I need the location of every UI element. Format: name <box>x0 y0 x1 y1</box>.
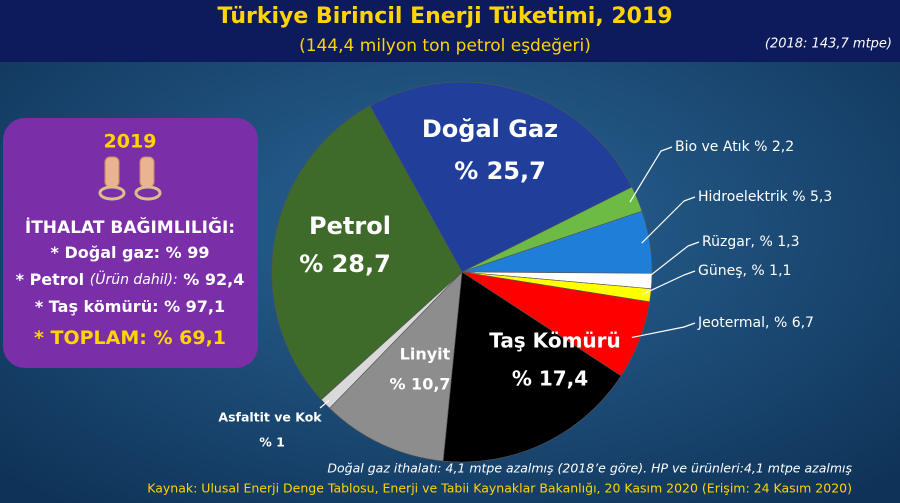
pie-slice <box>271 105 463 401</box>
footer-note: Doğal gaz ithalatı: 4,1 mtpe azalmış (20… <box>327 461 852 476</box>
panel-item-value: % 99 <box>166 243 210 262</box>
footer-source: Kaynak: Ulusal Enerji Denge Tablosu, Ene… <box>147 481 852 496</box>
slice-name: Bio ve Atık <box>675 139 751 155</box>
slice-value-label: % 5,3 <box>792 189 832 205</box>
slice-value-label: % 1,3 <box>759 234 799 250</box>
slice-name: Taş Kömürü <box>489 329 621 353</box>
panel-items: * Doğal gaz: % 99 * Petrol (Ürün dahil): … <box>16 243 245 349</box>
slice-value-label: % 1 <box>259 435 285 450</box>
slice-name: Rüzgar, <box>702 234 755 250</box>
chart-title: Türkiye Birincil Enerji Tüketimi, 2019 <box>217 4 672 29</box>
leader-line <box>643 241 700 282</box>
slice-name: Linyit <box>400 345 451 364</box>
slice-label: Jeotermal, % 6,7 <box>697 315 814 331</box>
pie-chart: Doğal Gaz % 25,7 Bio ve Atık % 2,2 Hidroele… <box>218 81 832 463</box>
panel-year: 2019 <box>104 131 157 153</box>
import-panel <box>3 118 258 368</box>
panel-item-label: * Taş kömürü: <box>35 297 159 316</box>
title-bar <box>0 0 900 62</box>
panel-item: * TOPLAM: % 69,1 <box>34 327 226 349</box>
panel-heading: İTHALAT BAĞIMLILIĞI: <box>25 216 235 238</box>
slice-label: Bio ve Atık % 2,2 <box>675 139 794 155</box>
slice-name: Hidroelektrik <box>698 189 789 205</box>
slice-value-label: % 28,7 <box>299 250 391 278</box>
chart-note: (2018: 143,7 mtpe) <box>765 37 892 52</box>
pie-slice <box>442 271 622 463</box>
panel-item: * Doğal gaz: % 99 <box>51 243 210 262</box>
pie-slice <box>329 271 463 462</box>
slice-value-label: % 6,7 <box>774 315 814 331</box>
slice-value-label: % 25,7 <box>454 157 546 185</box>
leader-line <box>642 270 696 295</box>
slice-name: Jeotermal, <box>697 315 769 331</box>
panel-item-label: * TOPLAM: <box>34 327 147 349</box>
panel-item-value: % 97,1 <box>164 297 225 316</box>
chart-subtitle: (144,4 milyon ton petrol eşdeğeri) <box>299 36 591 56</box>
slice-value-label: % 10,7 <box>389 375 450 394</box>
leader-line <box>319 400 330 409</box>
pie-slice <box>369 81 633 273</box>
leader-line <box>629 146 673 203</box>
slice-name: Güneş, <box>698 263 747 279</box>
panel-item-note: (Ürün dahil): <box>90 270 178 288</box>
panel-item-value: % 69,1 <box>154 327 227 349</box>
panel-item-label: * Petrol <box>16 270 85 289</box>
slice-label: Güneş, % 1,1 <box>698 263 791 279</box>
slice-label: Rüzgar, % 1,3 <box>702 234 799 250</box>
panel-item-value: % 92,4 <box>183 270 244 289</box>
slice-value-label: % 2,2 <box>754 139 794 155</box>
slice-label: Hidroelektrik % 5,3 <box>698 189 832 205</box>
slice-name: Asfaltit ve Kok <box>218 410 322 425</box>
slice-value-label: % 1,1 <box>751 263 791 279</box>
panel-item: * Taş kömürü: % 97,1 <box>35 297 225 316</box>
slice-value-label: % 17,4 <box>512 367 588 391</box>
leader-line <box>641 196 696 244</box>
slice-name: Doğal Gaz <box>422 115 558 143</box>
leader-line <box>631 322 696 339</box>
handcuff-icon <box>98 156 162 201</box>
panel-item-label: * Doğal gaz: <box>51 243 160 262</box>
panel-item: * Petrol (Ürün dahil): % 92,4 <box>16 270 245 289</box>
slice-name: Petrol <box>309 212 391 240</box>
